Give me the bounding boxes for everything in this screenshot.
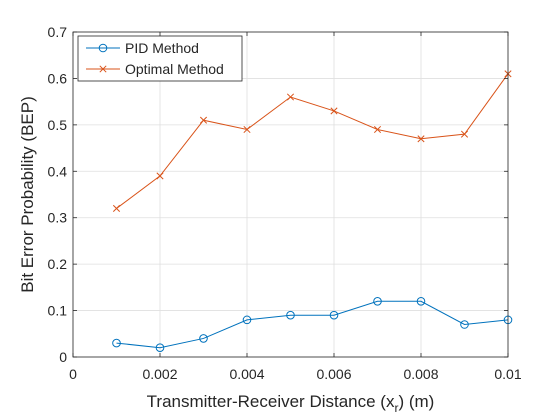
data-point <box>373 125 382 134</box>
data-point <box>329 310 339 320</box>
axes-box <box>72 31 509 358</box>
series-1 <box>112 296 513 353</box>
data-point <box>460 320 469 329</box>
data-point <box>286 93 295 101</box>
y-tick-label: 0.1 <box>48 303 68 319</box>
series-line <box>116 300 509 349</box>
data-point <box>417 135 425 143</box>
legend-marker <box>99 65 107 73</box>
y-tick-label: 0.7 <box>48 24 68 40</box>
legend-item: PID Method <box>86 40 199 56</box>
x-tick-label: 0.002 <box>142 366 177 382</box>
series-2 <box>112 70 512 212</box>
x-axis-label-subscript: r <box>394 401 398 415</box>
y-tick-labels: 0 0.1 0.2 0.3 0.4 0.5 0.6 0.7 <box>48 24 68 365</box>
data-point <box>199 116 208 124</box>
x-axis-label-suffix: ) (m) <box>398 392 434 411</box>
legend: PID Method Optimal Method <box>77 35 243 82</box>
x-axis-label-main: Transmitter-Receiver Distance (x <box>147 392 395 411</box>
data-point <box>112 204 121 212</box>
x-tick-label: 0.008 <box>403 366 438 382</box>
x-tick-labels: 0 0.002 0.004 0.006 0.008 0.01 <box>69 366 522 382</box>
legend-label: Optimal Method <box>125 61 224 77</box>
data-point <box>199 334 208 343</box>
y-tick-label: 0.4 <box>48 163 68 179</box>
legend-label: PID Method <box>125 40 199 56</box>
data-point <box>155 343 165 353</box>
y-tick-label: 0.2 <box>48 256 68 272</box>
data-point <box>330 107 338 115</box>
data-point <box>460 130 469 138</box>
legend-box <box>77 35 243 82</box>
data-point <box>242 315 252 325</box>
ticks <box>72 31 509 358</box>
series-line <box>116 73 509 209</box>
data-series <box>112 70 513 353</box>
y-tick-label: 0.3 <box>48 210 68 226</box>
data-point <box>286 310 295 320</box>
y-tick-label: 0 <box>59 349 67 365</box>
legend-item: Optimal Method <box>86 61 224 77</box>
x-tick-label: 0 <box>69 366 77 382</box>
legend-marker <box>98 43 108 53</box>
plot-area <box>73 32 508 357</box>
x-axis-label: Transmitter-Receiver Distance (xr) (m) <box>147 392 435 415</box>
y-tick-label: 0.5 <box>48 117 68 133</box>
y-axis-label: Bit Error Probability (BEP) <box>18 96 37 293</box>
data-point <box>112 338 121 348</box>
x-tick-label: 0.01 <box>494 366 521 382</box>
data-point <box>243 125 251 134</box>
data-point <box>416 296 426 306</box>
x-tick-label: 0.004 <box>229 366 264 382</box>
data-point <box>373 296 382 306</box>
x-tick-label: 0.006 <box>316 366 351 382</box>
data-point <box>156 172 164 180</box>
y-tick-label: 0.6 <box>48 70 68 86</box>
